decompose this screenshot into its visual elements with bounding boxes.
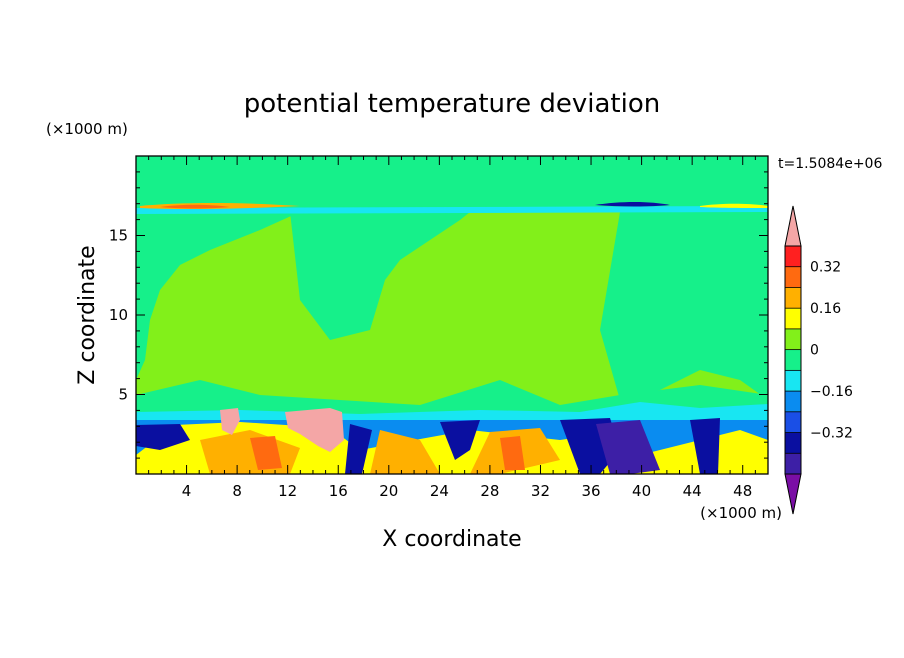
- colorbar-tick-label: 0.16: [810, 301, 841, 317]
- colorbar-tick-label: 0.32: [810, 260, 841, 276]
- boundary-layer-dark-blue-2: [345, 424, 372, 474]
- colorbar-swatch: [785, 432, 801, 454]
- axis-ticks: [136, 156, 768, 474]
- field-upper-tongue-mid: [290, 212, 470, 340]
- x-tick-label: 4: [182, 482, 192, 500]
- colorbar-min-triangle: [784, 473, 802, 515]
- upper-cold-streak: [595, 202, 670, 207]
- y-axis-label: Z coordinate: [75, 245, 100, 384]
- colorbar-tick-label: −0.16: [810, 384, 853, 400]
- x-tick-label: 16: [329, 482, 348, 500]
- upper-cyan-layer: [136, 206, 768, 214]
- colorbar-swatch: [785, 308, 801, 329]
- x-tick-label: 28: [480, 482, 499, 500]
- y-unit-label: (×1000 m): [46, 120, 128, 138]
- contour-field: [136, 156, 768, 474]
- x-tick-label: 24: [430, 482, 449, 500]
- x-axis-label: X coordinate: [382, 527, 521, 552]
- colorbar-swatch: [785, 349, 801, 371]
- y-tick-label: 5: [118, 386, 128, 404]
- warm-plume-pink: [220, 408, 344, 452]
- time-label: t=1.5084e+06: [778, 156, 882, 172]
- boundary-layer-orange-2: [370, 430, 440, 474]
- x-tick-label: 36: [581, 482, 600, 500]
- chart-title: potential temperature deviation: [244, 89, 660, 119]
- boundary-layer-red-2: [500, 436, 525, 470]
- colorbar-swatch: [785, 266, 801, 288]
- x-unit-label: (×1000 m): [700, 504, 782, 522]
- x-tick-label: 20: [379, 482, 398, 500]
- boundary-layer-dark-blue-3: [440, 420, 480, 460]
- x-tick-label: 12: [278, 482, 297, 500]
- colorbar-tick-label: −0.32: [810, 426, 853, 442]
- colorbar-swatch: [785, 328, 801, 350]
- colorbar-tick-label: 0: [810, 343, 819, 359]
- colorbar-swatch: [785, 391, 801, 412]
- y-tick-label: 10: [109, 306, 128, 324]
- colorbar-swatch: [785, 453, 801, 474]
- colorbar-swatch: [785, 411, 801, 433]
- upper-hot-streak: [160, 204, 230, 209]
- field-upper-negative: [136, 156, 768, 212]
- boundary-layer-purple: [596, 420, 660, 474]
- x-tick-label: 40: [632, 482, 651, 500]
- colorbar-swatch: [785, 287, 801, 309]
- x-tick-label: 8: [232, 482, 242, 500]
- colorbar-swatch: [785, 370, 801, 392]
- y-tick-label: 15: [109, 227, 128, 245]
- boundary-layer-red-1: [250, 436, 282, 470]
- x-tick-label: 48: [733, 482, 752, 500]
- colorbar-swatch: [785, 246, 801, 267]
- upper-yellow-streak-right: [700, 203, 768, 208]
- colorbar: 0.32 0.16 0 −0.16 −0.32: [784, 205, 853, 515]
- field-upper-tongue-left: [136, 212, 300, 380]
- boundary-layer-dark-blue-5: [690, 418, 720, 474]
- boundary-layer-dark-blue-1: [136, 424, 190, 450]
- x-tick-label: 32: [531, 482, 550, 500]
- x-tick-label: 44: [683, 482, 702, 500]
- field-upper-tongue-right: [600, 212, 768, 400]
- colorbar-max-triangle: [784, 205, 802, 247]
